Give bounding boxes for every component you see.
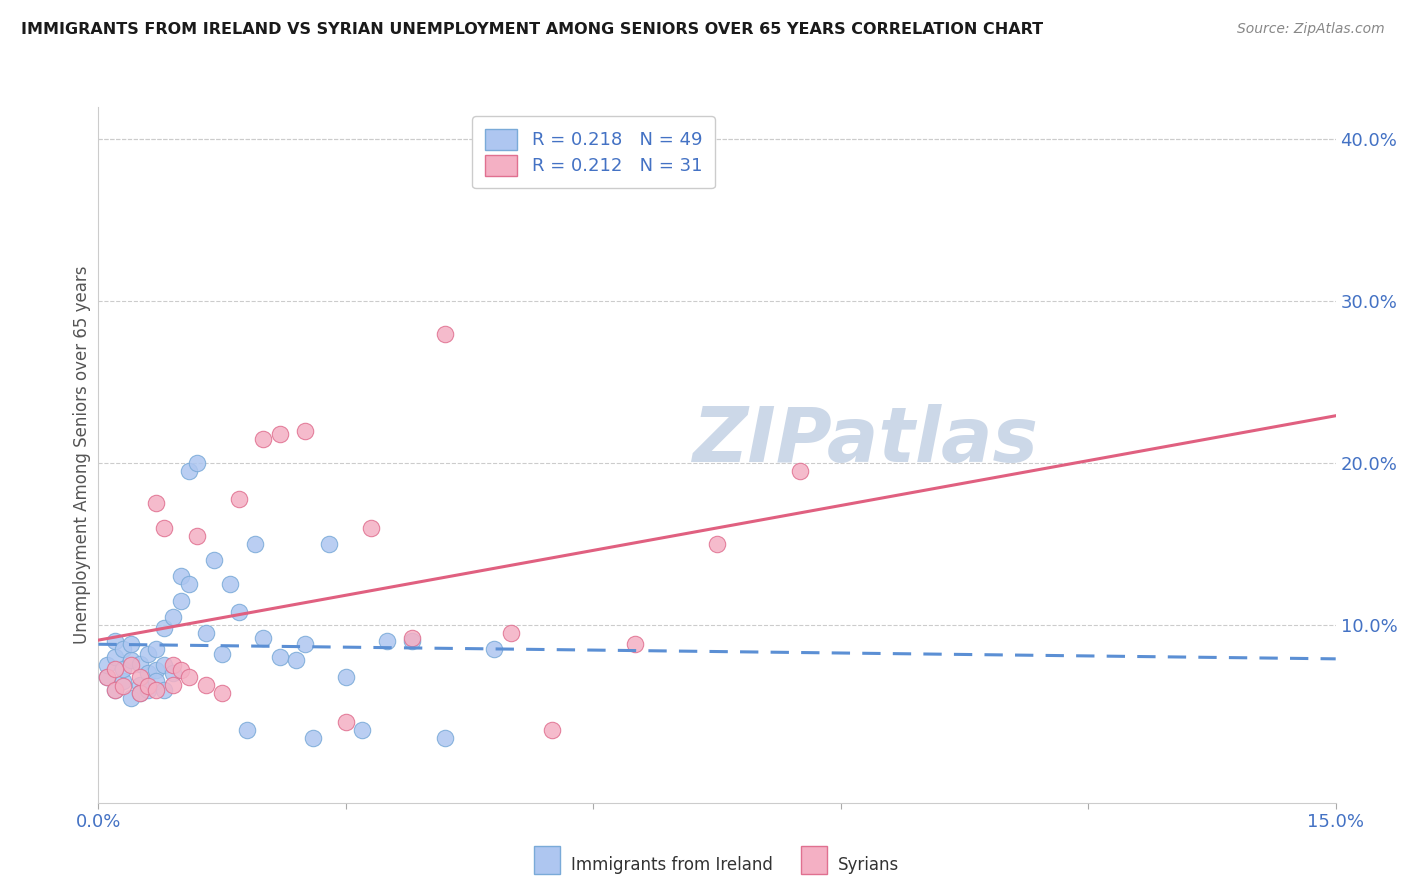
Point [170,593,193,607]
Point [170,569,193,583]
Point [145,674,167,689]
Point [136,679,159,693]
Point [186,529,208,543]
Point [128,670,150,684]
Point [269,650,291,665]
Point [96,658,118,673]
Point [294,424,316,438]
Point [162,678,184,692]
Point [128,686,150,700]
Point [236,723,259,737]
Point [302,731,325,745]
Point [104,661,127,675]
Point [294,637,316,651]
Point [128,657,150,671]
Point [136,666,159,681]
Point [269,426,291,441]
Point [128,678,150,692]
Point [120,690,142,705]
Point [153,658,176,673]
Point [211,686,233,700]
Point [706,537,728,551]
Point [128,686,150,700]
Point [170,663,193,677]
Point [789,464,811,478]
Point [162,666,184,681]
Point [153,621,176,635]
Point [120,653,142,667]
Point [623,637,645,651]
Text: IMMIGRANTS FROM IRELAND VS SYRIAN UNEMPLOYMENT AMONG SENIORS OVER 65 YEARS CORRE: IMMIGRANTS FROM IRELAND VS SYRIAN UNEMPL… [21,22,1043,37]
Point [112,679,135,693]
Y-axis label: Unemployment Among Seniors over 65 years: Unemployment Among Seniors over 65 years [73,266,91,644]
Point [153,521,176,535]
Point [219,577,242,591]
Point [136,682,159,697]
Point [499,626,522,640]
Point [228,491,250,506]
Text: ZIPatlas: ZIPatlas [693,404,1039,478]
Point [433,326,456,341]
Point [145,682,167,697]
Legend: R = 0.218   N = 49, R = 0.212   N = 31: R = 0.218 N = 49, R = 0.212 N = 31 [472,116,714,188]
Point [153,682,176,697]
Point [484,642,506,657]
Text: Syrians: Syrians [838,856,900,874]
Point [375,634,398,648]
Point [401,634,423,648]
Point [96,670,118,684]
Point [194,678,217,692]
Point [162,658,184,673]
Point [401,631,423,645]
Point [104,650,127,665]
Point [179,464,201,478]
Point [202,553,225,567]
Point [145,496,167,510]
Point [136,647,159,661]
Point [120,658,142,673]
Point [541,723,564,737]
Point [433,731,456,745]
Text: Source: ZipAtlas.com: Source: ZipAtlas.com [1237,22,1385,37]
Point [186,456,208,470]
Point [145,642,167,657]
Point [194,626,217,640]
Point [179,577,201,591]
Point [179,670,201,684]
Point [335,714,357,729]
Point [352,723,374,737]
Point [104,682,127,697]
Point [243,537,266,551]
Point [112,661,135,675]
Point [252,432,274,446]
Point [96,670,118,684]
Point [228,605,250,619]
Point [285,653,308,667]
Point [162,609,184,624]
Point [211,647,233,661]
Text: Immigrants from Ireland: Immigrants from Ireland [571,856,773,874]
Point [360,521,382,535]
Point [252,631,274,645]
Point [120,637,142,651]
Point [335,670,357,684]
Point [112,642,135,657]
Point [145,663,167,677]
Point [112,674,135,689]
Point [104,682,127,697]
Point [104,634,127,648]
Point [318,537,340,551]
